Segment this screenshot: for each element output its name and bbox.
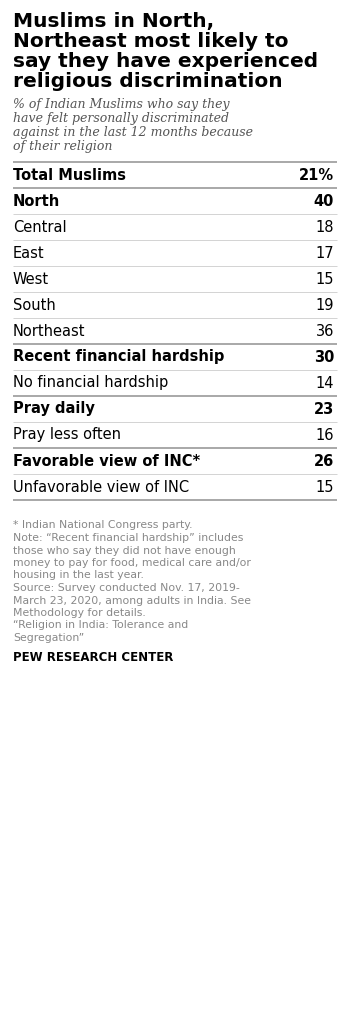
Text: “Religion in India: Tolerance and: “Religion in India: Tolerance and (13, 621, 188, 630)
Text: 30: 30 (314, 350, 334, 364)
Text: Segregation”: Segregation” (13, 633, 84, 643)
Text: 17: 17 (315, 246, 334, 261)
Text: Favorable view of INC*: Favorable view of INC* (13, 453, 200, 469)
Text: Source: Survey conducted Nov. 17, 2019-: Source: Survey conducted Nov. 17, 2019- (13, 583, 240, 593)
Text: No financial hardship: No financial hardship (13, 375, 168, 391)
Text: 40: 40 (314, 193, 334, 209)
Text: Northeast: Northeast (13, 323, 85, 339)
Text: against in the last 12 months because: against in the last 12 months because (13, 126, 253, 139)
Text: % of Indian Muslims who say they: % of Indian Muslims who say they (13, 98, 230, 112)
Text: West: West (13, 271, 49, 286)
Text: East: East (13, 246, 45, 261)
Text: Note: “Recent financial hardship” includes: Note: “Recent financial hardship” includ… (13, 533, 243, 543)
Text: 16: 16 (315, 428, 334, 443)
Text: Pray daily: Pray daily (13, 401, 95, 416)
Text: North: North (13, 193, 60, 209)
Text: Central: Central (13, 220, 67, 234)
Text: South: South (13, 298, 56, 312)
Text: Recent financial hardship: Recent financial hardship (13, 350, 225, 364)
Text: 23: 23 (314, 401, 334, 416)
Text: have felt personally discriminated: have felt personally discriminated (13, 112, 229, 125)
Text: March 23, 2020, among adults in India. See: March 23, 2020, among adults in India. S… (13, 595, 251, 606)
Text: 36: 36 (316, 323, 334, 339)
Text: * Indian National Congress party.: * Indian National Congress party. (13, 521, 193, 531)
Text: of their religion: of their religion (13, 140, 112, 153)
Text: those who say they did not have enough: those who say they did not have enough (13, 545, 236, 555)
Text: 21%: 21% (299, 168, 334, 182)
Text: 18: 18 (315, 220, 334, 234)
Text: Pray less often: Pray less often (13, 428, 121, 443)
Text: money to pay for food, medical care and/or: money to pay for food, medical care and/… (13, 558, 251, 568)
Text: 14: 14 (315, 375, 334, 391)
Text: PEW RESEARCH CENTER: PEW RESEARCH CENTER (13, 651, 174, 664)
Text: religious discrimination: religious discrimination (13, 72, 282, 91)
Text: 15: 15 (315, 480, 334, 494)
Text: say they have experienced: say they have experienced (13, 52, 318, 71)
Text: 26: 26 (314, 453, 334, 469)
Text: Methodology for details.: Methodology for details. (13, 608, 146, 618)
Text: 15: 15 (315, 271, 334, 286)
Text: Northeast most likely to: Northeast most likely to (13, 32, 288, 51)
Text: housing in the last year.: housing in the last year. (13, 571, 144, 580)
Text: Unfavorable view of INC: Unfavorable view of INC (13, 480, 189, 494)
Text: Muslims in North,: Muslims in North, (13, 12, 214, 31)
Text: 19: 19 (315, 298, 334, 312)
Text: Total Muslims: Total Muslims (13, 168, 126, 182)
